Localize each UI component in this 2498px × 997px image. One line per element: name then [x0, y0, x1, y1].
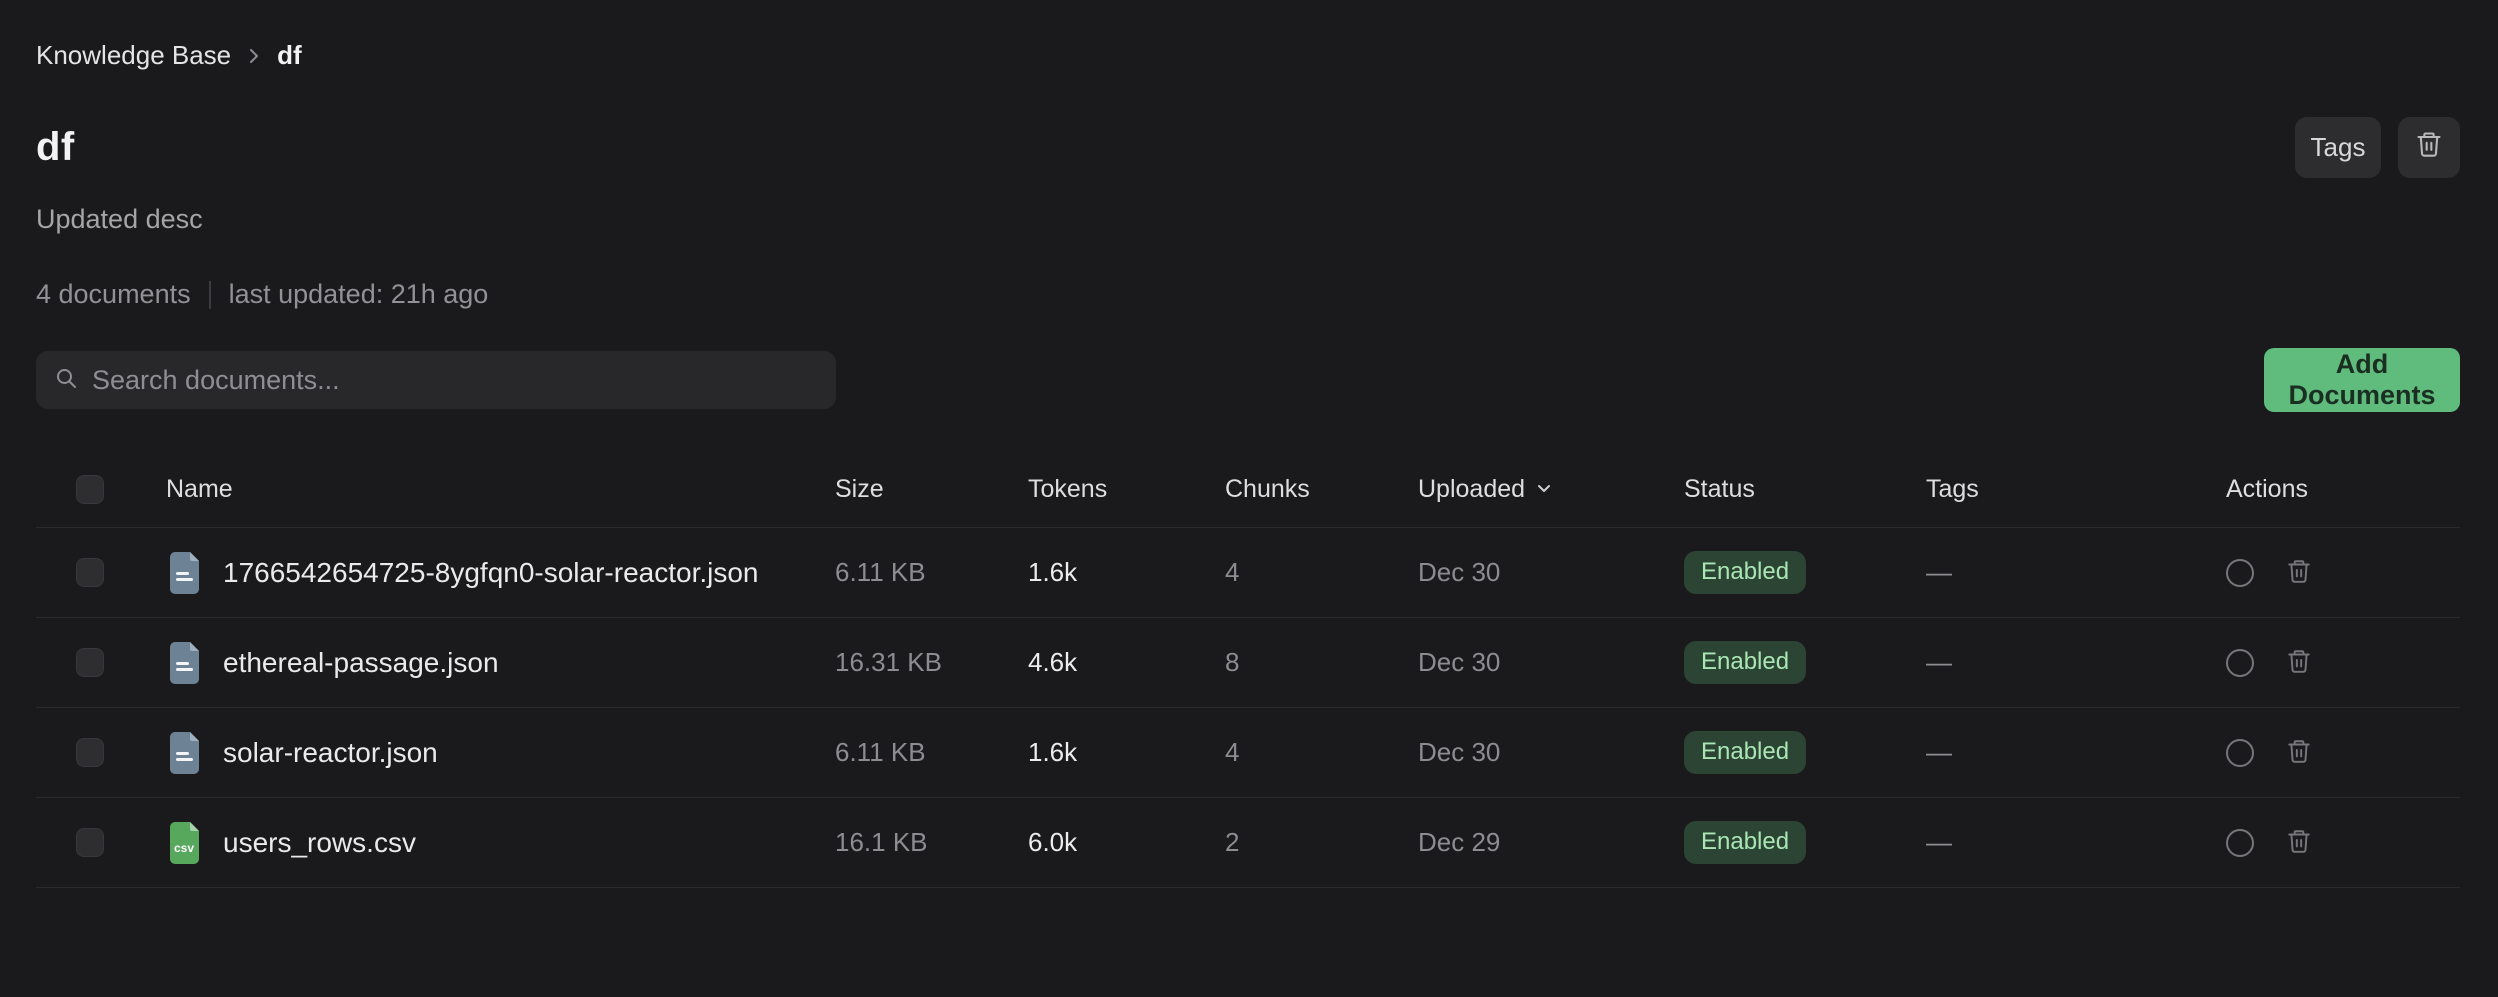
column-header-size[interactable]: Size: [835, 475, 884, 503]
uploaded-header-label: Uploaded: [1418, 475, 1526, 503]
last-updated: last updated: 21h ago: [228, 279, 489, 309]
column-header-tags[interactable]: Tags: [1926, 475, 1979, 503]
document-tags: —: [1926, 827, 1952, 857]
toggle-status-button[interactable]: [2226, 828, 2254, 857]
delete-knowledge-base-button[interactable]: [2398, 117, 2460, 178]
document-size: 6.11 KB: [835, 737, 926, 767]
row-checkbox[interactable]: [76, 648, 104, 677]
search-input[interactable]: [92, 364, 818, 396]
search-box[interactable]: [36, 351, 836, 409]
table-row: solar-reactor.json 6.11 KB 1.6k 4 Dec 30…: [36, 708, 2460, 798]
circle-icon: [2226, 738, 2254, 767]
breadcrumb-current: df: [277, 40, 302, 70]
document-chunks: 8: [1225, 647, 1240, 677]
row-checkbox[interactable]: [76, 558, 104, 587]
tags-button[interactable]: Tags: [2295, 117, 2381, 178]
svg-text:csv: csv: [174, 841, 194, 855]
document-tags: —: [1926, 647, 1952, 677]
status-badge: Enabled: [1684, 551, 1807, 594]
breadcrumb-knowledge-base-link[interactable]: Knowledge Base: [36, 40, 232, 70]
table-row: ethereal-passage.json 16.31 KB 4.6k 8 De…: [36, 618, 2460, 708]
document-uploaded: Dec 30: [1418, 647, 1501, 677]
document-size: 6.11 KB: [835, 557, 926, 587]
status-badge: Enabled: [1684, 821, 1807, 864]
title-actions: Tags: [2295, 117, 2460, 178]
toggle-status-button[interactable]: [2226, 648, 2254, 677]
document-name: solar-reactor.json: [223, 736, 438, 768]
chevron-right-icon: [245, 47, 263, 65]
page-title: df: [36, 125, 75, 169]
document-uploaded: Dec 30: [1418, 737, 1501, 767]
trash-icon: [2286, 738, 2312, 767]
json-file-icon: [166, 641, 203, 685]
page-description: Updated desc: [36, 204, 203, 234]
search-icon: [54, 366, 78, 395]
document-chunks: 4: [1225, 737, 1240, 767]
circle-icon: [2226, 558, 2254, 587]
add-documents-button[interactable]: Add Documents: [2264, 348, 2460, 412]
trash-icon: [2415, 130, 2443, 165]
csv-file-icon: csv: [166, 821, 203, 865]
documents-count: 4 documents: [36, 279, 191, 309]
chevron-down-icon: [1535, 475, 1553, 504]
delete-document-button[interactable]: [2286, 828, 2312, 857]
toolbar: Add Documents: [36, 348, 2460, 412]
column-header-chunks[interactable]: Chunks: [1225, 475, 1310, 503]
column-header-status[interactable]: Status: [1684, 475, 1755, 503]
document-name: users_rows.csv: [223, 826, 416, 858]
document-name: ethereal-passage.json: [223, 646, 499, 678]
document-size: 16.31 KB: [835, 647, 942, 677]
column-header-tokens[interactable]: Tokens: [1028, 475, 1108, 503]
document-tokens: 1.6k: [1028, 557, 1078, 587]
trash-icon: [2286, 558, 2312, 587]
document-tags: —: [1926, 557, 1952, 587]
circle-icon: [2226, 828, 2254, 857]
title-row: df Tags: [36, 117, 2460, 178]
delete-document-button[interactable]: [2286, 558, 2312, 587]
document-uploaded: Dec 29: [1418, 827, 1501, 857]
column-header-uploaded[interactable]: Uploaded: [1418, 475, 1553, 504]
document-tokens: 6.0k: [1028, 827, 1078, 857]
document-name: 1766542654725-8ygfqn0-solar-reactor.json: [223, 556, 759, 588]
column-header-actions: Actions: [2226, 475, 2308, 503]
document-chunks: 4: [1225, 557, 1240, 587]
document-tags: —: [1926, 737, 1952, 767]
delete-document-button[interactable]: [2286, 648, 2312, 677]
toggle-status-button[interactable]: [2226, 558, 2254, 587]
knowledge-base-detail-page: Knowledge Base df df Tags Updated desc 4…: [36, 40, 2460, 888]
json-file-icon: [166, 731, 203, 775]
circle-icon: [2226, 648, 2254, 677]
select-all-checkbox[interactable]: [76, 475, 104, 504]
document-tokens: 1.6k: [1028, 737, 1078, 767]
status-badge: Enabled: [1684, 731, 1807, 774]
trash-icon: [2286, 828, 2312, 857]
json-file-icon: [166, 551, 203, 595]
table-row: 1766542654725-8ygfqn0-solar-reactor.json…: [36, 528, 2460, 618]
trash-icon: [2286, 648, 2312, 677]
document-uploaded: Dec 30: [1418, 557, 1501, 587]
status-badge: Enabled: [1684, 641, 1807, 684]
row-checkbox[interactable]: [76, 828, 104, 857]
toggle-status-button[interactable]: [2226, 738, 2254, 767]
breadcrumb: Knowledge Base df: [36, 40, 2460, 71]
meta-row: 4 documents last updated: 21h ago: [36, 279, 2460, 310]
document-chunks: 2: [1225, 827, 1240, 857]
row-checkbox[interactable]: [76, 738, 104, 767]
delete-document-button[interactable]: [2286, 738, 2312, 767]
table-row: csv users_rows.csv 16.1 KB 6.0k 2 Dec 29…: [36, 798, 2460, 888]
table-header: Name Size Tokens Chunks Uploaded Status …: [36, 452, 2460, 528]
document-tokens: 4.6k: [1028, 647, 1078, 677]
table-body: 1766542654725-8ygfqn0-solar-reactor.json…: [36, 528, 2460, 888]
meta-divider: [208, 280, 211, 309]
column-header-name[interactable]: Name: [166, 475, 233, 503]
documents-table: Name Size Tokens Chunks Uploaded Status …: [36, 452, 2460, 888]
document-size: 16.1 KB: [835, 827, 928, 857]
